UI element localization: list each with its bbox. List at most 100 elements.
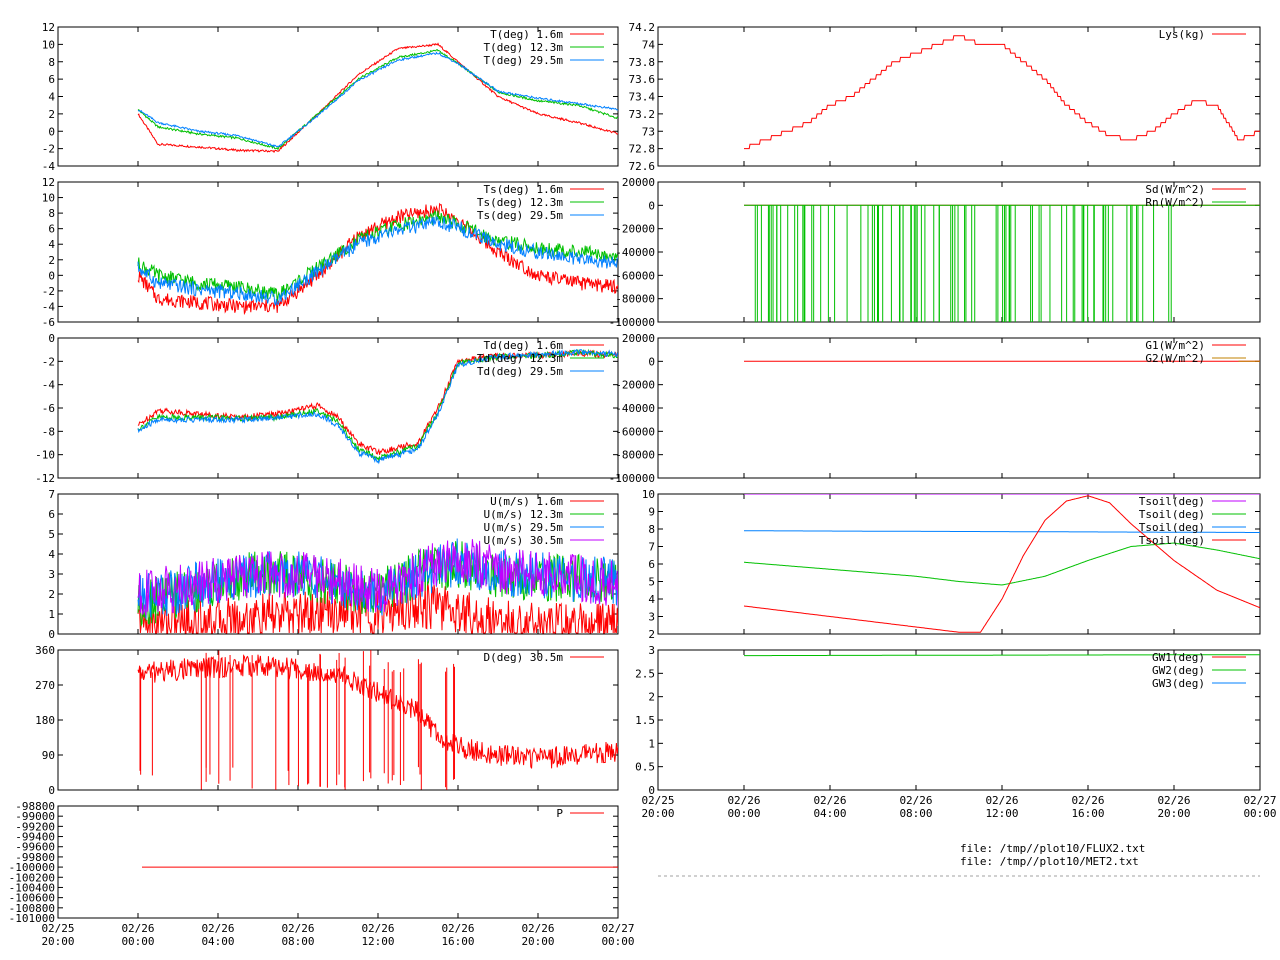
x-tick-label-time: 16:00 (1071, 807, 1104, 820)
y-tick-label: 1.5 (635, 714, 655, 727)
y-tick-label: -2 (42, 355, 55, 368)
panel-gw: 00.511.522.5302/2520:0002/2600:0002/2604… (635, 644, 1276, 820)
x-tick-label-date: 02/26 (727, 794, 760, 807)
y-tick-label: 3 (48, 568, 55, 581)
y-tick-label: 2 (648, 691, 655, 704)
y-tick-label: 3 (648, 611, 655, 624)
y-tick-label: -8 (42, 425, 55, 438)
file-info-line-2: file: /tmp//plot10/MET2.txt (960, 855, 1139, 868)
series-line-gw-1 (744, 654, 1260, 657)
y-tick-label: 0 (48, 332, 55, 345)
y-tick-label: 73.4 (629, 91, 656, 104)
panel-p: -101000-100800-100600-100400-100200-1000… (9, 800, 635, 948)
panel-u: 0 1 2 3 4 5 6 7 U(m/s) 1.6mU(m/s) 12.3mU(m/s) 29… (48, 488, 619, 641)
y-tick-label: -99200 (15, 820, 55, 833)
plot-frame (57, 493, 619, 635)
y-tick-label: 0 (48, 784, 55, 797)
y-tick-label: 8 (48, 207, 55, 220)
x-tick-label-date: 02/26 (1157, 794, 1190, 807)
y-tick-label: 2 (48, 254, 55, 267)
y-tick-label: 4 (48, 91, 55, 104)
y-tick-label: -20000 (615, 379, 655, 392)
y-tick-label: 3 (648, 644, 655, 657)
x-tick-label-date: 02/26 (441, 922, 474, 935)
y-tick-label: 20000 (622, 332, 655, 345)
file-info-line-1: file: /tmp//plot10/FLUX2.txt (960, 842, 1145, 855)
y-tick-label: 7 (48, 488, 55, 501)
panel-g: -100000 -80000 -60000 -40000 -20000 0 20000 G1(… (609, 332, 1261, 485)
legend-label: Sd(W/m^2) (1145, 183, 1205, 196)
panel-lys: 72.6 72.8 73 73.2 73.4 73.6 73.8 74 74.2 Lys(kg) (629, 21, 1261, 173)
y-tick-label: 8 (648, 523, 655, 536)
legend-label: GW2(deg) (1152, 664, 1205, 677)
plot-frame (57, 805, 619, 919)
y-tick-label: 0 (648, 784, 655, 797)
series-line-tsoil-3 (743, 495, 1260, 633)
y-tick-label: -98800 (15, 800, 55, 813)
y-tick-label: -12 (35, 472, 55, 485)
series-line-ts-0 (137, 202, 618, 316)
x-tick-label-date: 02/26 (899, 794, 932, 807)
series-line-td-2 (137, 348, 618, 465)
x-tick-label-date: 02/26 (361, 922, 394, 935)
plot-frame (657, 26, 1261, 167)
legend-label: Td(deg) 12.3m (477, 352, 563, 365)
y-tick-label: 10 (42, 192, 55, 205)
series-line-u-1 (137, 541, 618, 628)
x-tick-label-time: 20:00 (521, 935, 554, 948)
legend-label: Tsoil(deg) (1139, 521, 1205, 534)
y-tick-label: 2 (648, 628, 655, 641)
y-tick-label: -4 (42, 300, 56, 313)
y-tick-label: -2 (42, 285, 55, 298)
legend-label: GW1(deg) (1152, 651, 1205, 664)
legend-label: Td(deg) 29.5m (477, 365, 563, 378)
y-tick-label: -100400 (9, 881, 55, 894)
y-tick-label: 4 (48, 238, 55, 251)
y-tick-label: 0 (648, 355, 655, 368)
series-line-t-2 (137, 51, 618, 148)
y-tick-label: 12 (42, 21, 55, 34)
y-tick-label: 180 (35, 714, 55, 727)
y-tick-label: 6 (648, 558, 655, 571)
y-tick-label: 0 (648, 199, 655, 212)
legend-label: GW3(deg) (1152, 677, 1205, 690)
y-tick-label: -99800 (15, 851, 55, 864)
series-line-d-0 (137, 654, 618, 769)
x-tick-label-time: 00:00 (601, 935, 634, 948)
y-tick-label: 1 (648, 737, 655, 750)
y-tick-label: 0 (48, 269, 55, 282)
y-tick-label: 73 (642, 125, 655, 138)
x-tick-label-date: 02/26 (1071, 794, 1104, 807)
y-tick-label: 72.8 (629, 143, 656, 156)
legend-label: T(deg) 29.5m (484, 54, 564, 67)
y-tick-label: -40000 (615, 246, 655, 259)
legend-label: Ts(deg) 1.6m (484, 183, 564, 196)
legend-label: Ts(deg) 12.3m (477, 196, 563, 209)
y-tick-label: 12 (42, 176, 55, 189)
y-tick-label: -99400 (15, 831, 55, 844)
legend-label: Tsoil(deg) (1139, 534, 1205, 547)
x-tick-label-time: 00:00 (727, 807, 760, 820)
y-tick-label: 6 (48, 508, 55, 521)
y-tick-label: -60000 (615, 425, 655, 438)
y-tick-label: 0.5 (635, 761, 655, 774)
y-tick-label: 8 (48, 56, 55, 69)
y-tick-label: -60000 (615, 269, 655, 282)
y-tick-label: 73.8 (629, 56, 656, 69)
y-tick-label: -20000 (615, 223, 655, 236)
y-tick-label: 73.2 (629, 108, 656, 121)
y-tick-label: 90 (42, 749, 55, 762)
y-tick-label: 6 (48, 73, 55, 86)
panel-t: -4 -2 0 2 4 6 8 10 12 T(deg) 1.6mT(deg) 12.3mT(de… (42, 21, 619, 173)
x-tick-label-date: 02/26 (985, 794, 1018, 807)
y-tick-label: -100000 (609, 316, 655, 329)
x-tick-label-time: 04:00 (201, 935, 234, 948)
legend-label: U(m/s) 30.5m (484, 534, 564, 547)
y-tick-label: 5 (48, 528, 55, 541)
y-tick-label: 0 (48, 628, 55, 641)
series-line-ts-2 (137, 215, 618, 307)
series-line-u-3 (137, 539, 618, 616)
panel-tsoil: 2345678910Tsoil(deg)Tsoil(deg)Tsoil(deg)… (642, 488, 1261, 641)
